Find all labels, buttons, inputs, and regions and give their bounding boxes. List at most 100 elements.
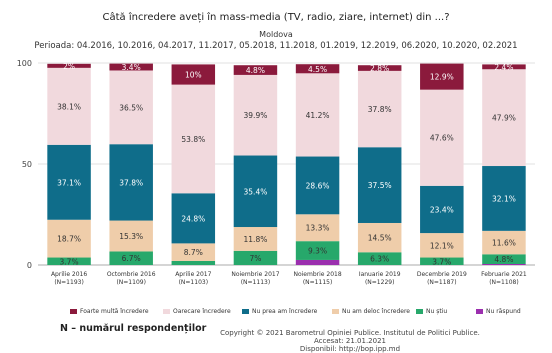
data-label-0-4: 38.1% xyxy=(57,102,81,111)
legend-swatch-0 xyxy=(70,309,77,314)
data-label-7-2: 11.6% xyxy=(492,239,516,248)
legend-swatch-3 xyxy=(332,309,339,314)
x-tick-label-4: Noiembrie 2018 xyxy=(293,271,341,278)
data-label-4-2: 13.3% xyxy=(306,224,330,233)
bar-segment-7-5 xyxy=(482,64,526,70)
bar-segment-1-3 xyxy=(109,144,153,221)
x-tick-n-4: (N=1115) xyxy=(303,279,332,286)
data-label-4-4: 41.2% xyxy=(306,111,330,120)
data-label-3-1: 7% xyxy=(249,254,261,263)
data-label-6-4: 47.6% xyxy=(430,134,454,143)
bar-segment-4-1 xyxy=(295,241,340,260)
bar-segment-0-2 xyxy=(47,219,91,258)
x-tick-label-1: Octombrie 2016 xyxy=(107,271,156,278)
data-label-0-5: 2% xyxy=(63,62,75,71)
bar-segment-6-3 xyxy=(420,185,464,234)
legend-label-5: Nu răspund xyxy=(486,308,521,315)
data-label-5-1: 6.3% xyxy=(370,255,389,264)
y-tick-label-2: 100 xyxy=(17,59,32,68)
y-tick-label-0: 0 xyxy=(27,261,32,270)
bar-segment-5-5 xyxy=(357,65,402,71)
respondents-note: N – numărul respondenților xyxy=(60,323,207,334)
footer-line-accessed: Accesat: 21.01.2021 xyxy=(313,337,386,345)
data-label-1-4: 36.5% xyxy=(119,103,143,112)
x-tick-n-1: (N=1109) xyxy=(116,279,145,286)
bar-segment-7-0 xyxy=(482,263,526,265)
data-label-7-1: 4.8% xyxy=(494,255,513,264)
legend-swatch-5 xyxy=(476,309,483,314)
bar-segment-0-1 xyxy=(47,257,91,265)
x-tick-n-6: (N=1187) xyxy=(427,279,456,286)
bar-segment-1-2 xyxy=(109,220,153,252)
data-label-5-4: 37.8% xyxy=(368,105,392,114)
data-label-2-4: 53.8% xyxy=(181,135,205,144)
bar-segment-2-3 xyxy=(171,193,216,244)
bar-segment-6-2 xyxy=(420,233,464,258)
data-label-3-4: 39.9% xyxy=(244,111,268,120)
data-label-3-3: 35.4% xyxy=(244,187,268,196)
footer-line-copyright: Copyright © 2021 Barometrul Opiniei Publ… xyxy=(220,329,480,337)
data-label-4-5: 4.5% xyxy=(308,65,327,74)
x-tick-n-2: (N=1103) xyxy=(179,279,208,286)
y-tick-label-1: 50 xyxy=(22,160,32,169)
data-label-1-5: 3.4% xyxy=(122,63,141,72)
bar-segment-5-4 xyxy=(357,70,402,148)
bar-segment-1-5 xyxy=(109,63,153,71)
x-tick-label-3: Noiembrie 2017 xyxy=(231,271,279,278)
bar-segment-4-2 xyxy=(295,214,340,242)
data-label-2-2: 8.7% xyxy=(184,248,203,257)
bar-segment-1-4 xyxy=(109,70,153,145)
bar-segment-2-4 xyxy=(171,84,216,194)
bar-segment-6-5 xyxy=(420,63,464,90)
bar-segment-5-1 xyxy=(357,252,402,265)
bar-segment-2-5 xyxy=(171,64,216,85)
data-label-7-3: 32.1% xyxy=(492,194,516,203)
legend-item-4: Nu știu xyxy=(416,308,447,315)
data-label-5-3: 37.5% xyxy=(368,181,392,190)
chart-period: Perioada: 04.2016, 10.2016, 04.2017, 11.… xyxy=(34,41,518,51)
bar-segment-3-1 xyxy=(233,250,278,265)
bar-segment-4-0 xyxy=(295,259,340,265)
bar-segment-4-3 xyxy=(295,156,340,215)
data-label-3-2: 11.8% xyxy=(244,235,268,244)
legend-label-0: Foarte multă încredere xyxy=(80,308,149,315)
bar-segment-3-2 xyxy=(233,227,278,251)
data-label-6-2: 12.1% xyxy=(430,241,454,250)
x-tick-label-7: Februarie 2021 xyxy=(481,271,527,278)
data-label-1-2: 15.3% xyxy=(119,232,143,241)
chart-title: Câtă încredere aveți în mass-media (TV, … xyxy=(102,12,450,23)
legend-item-3: Nu am deloc încredere xyxy=(332,308,410,315)
bar-segment-7-1 xyxy=(482,254,526,264)
data-label-4-3: 28.6% xyxy=(306,181,330,190)
footer-copyright: Copyright © 2021 Barometrul Opiniei Publ… xyxy=(200,329,500,353)
bar-segment-4-5 xyxy=(295,64,340,74)
data-label-1-3: 37.8% xyxy=(119,178,143,187)
bar-segment-6-1 xyxy=(420,257,464,265)
bar-segment-3-5 xyxy=(233,65,278,75)
legend-item-1: Oarecare încredere xyxy=(163,308,231,315)
bar-segment-3-3 xyxy=(233,155,278,228)
data-label-2-5: 10% xyxy=(185,71,202,80)
bar-segment-5-2 xyxy=(357,222,402,253)
legend-item-0: Foarte multă încredere xyxy=(70,308,149,315)
bar-segment-2-2 xyxy=(171,243,216,261)
legend-label-2: Nu prea am încredere xyxy=(252,308,318,315)
data-label-7-5: 2.4% xyxy=(494,63,513,72)
legend-label-1: Oarecare încredere xyxy=(173,308,231,315)
x-tick-n-3: (N=1113) xyxy=(241,279,270,286)
data-label-6-1: 3.7% xyxy=(432,257,451,266)
x-tick-label-5: Ianuarie 2019 xyxy=(359,271,401,278)
bar-segment-6-4 xyxy=(420,89,464,186)
x-tick-label-6: Decembrie 2019 xyxy=(417,271,467,278)
data-label-0-2: 18.7% xyxy=(57,235,81,244)
chart-subtitle: Moldova xyxy=(259,30,293,39)
data-label-2-3: 24.8% xyxy=(181,214,205,223)
legend-swatch-1 xyxy=(163,309,170,314)
bar-segment-7-2 xyxy=(482,230,526,255)
legend-item-5: Nu răspund xyxy=(476,308,521,315)
legend-swatch-2 xyxy=(242,309,249,314)
data-label-6-3: 23.4% xyxy=(430,205,454,214)
x-tick-n-7: (N=1108) xyxy=(489,279,518,286)
data-label-0-3: 37.1% xyxy=(57,178,81,187)
bar-segment-7-3 xyxy=(482,166,526,231)
